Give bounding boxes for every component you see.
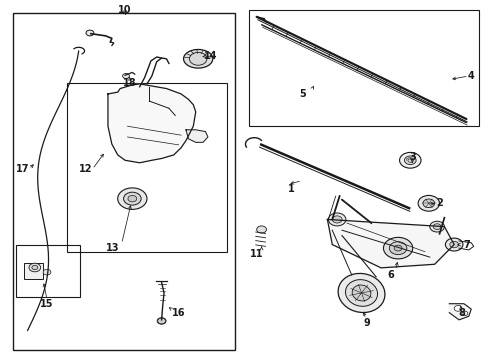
Text: 10: 10: [118, 5, 131, 15]
Text: 1: 1: [287, 184, 294, 194]
Text: 3: 3: [408, 152, 415, 162]
Circle shape: [331, 216, 341, 223]
Polygon shape: [448, 304, 470, 320]
Circle shape: [399, 152, 420, 168]
Text: 2: 2: [435, 198, 442, 208]
Text: 4: 4: [467, 71, 474, 81]
Circle shape: [118, 188, 147, 210]
Text: 5: 5: [299, 89, 306, 99]
Circle shape: [128, 195, 137, 202]
Bar: [249, 10, 478, 126]
Text: 12: 12: [79, 164, 93, 174]
Polygon shape: [327, 220, 453, 268]
Circle shape: [158, 318, 165, 324]
Text: 15: 15: [40, 299, 54, 309]
Text: 7: 7: [462, 239, 469, 249]
Text: 14: 14: [203, 51, 217, 61]
Circle shape: [432, 224, 440, 229]
Circle shape: [393, 245, 401, 251]
Circle shape: [404, 156, 415, 165]
Ellipse shape: [183, 49, 212, 68]
Text: 6: 6: [386, 270, 393, 280]
Circle shape: [32, 265, 38, 270]
Text: 16: 16: [172, 308, 185, 318]
Circle shape: [328, 213, 345, 226]
Polygon shape: [108, 84, 195, 163]
Text: 18: 18: [123, 78, 137, 88]
Bar: [16, 244, 80, 297]
Text: 17: 17: [16, 164, 29, 174]
Circle shape: [123, 192, 141, 205]
Circle shape: [449, 241, 458, 248]
Text: 9: 9: [362, 319, 369, 328]
Ellipse shape: [345, 280, 377, 306]
Text: 13: 13: [106, 243, 120, 253]
Bar: [66, 83, 227, 252]
Ellipse shape: [351, 285, 370, 301]
Text: 8: 8: [457, 308, 464, 318]
Circle shape: [383, 237, 412, 259]
Circle shape: [388, 242, 406, 255]
Circle shape: [43, 269, 51, 275]
Circle shape: [189, 52, 206, 65]
Circle shape: [86, 30, 94, 36]
Circle shape: [429, 221, 444, 232]
Circle shape: [422, 199, 434, 208]
Circle shape: [453, 306, 461, 311]
Ellipse shape: [337, 273, 384, 312]
Circle shape: [256, 226, 266, 233]
Polygon shape: [185, 130, 207, 142]
Circle shape: [461, 311, 467, 316]
Circle shape: [122, 73, 129, 78]
Circle shape: [417, 195, 439, 211]
Circle shape: [29, 263, 41, 272]
Bar: [23, 263, 43, 279]
Circle shape: [445, 238, 462, 251]
Text: 11: 11: [249, 248, 263, 258]
Ellipse shape: [157, 318, 165, 324]
Bar: [13, 13, 234, 350]
